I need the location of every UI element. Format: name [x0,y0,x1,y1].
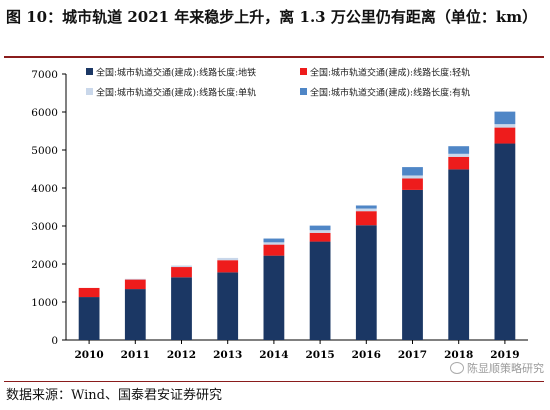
bar-segment-2014-s4 [263,238,285,243]
bar-segment-2017-s3 [402,175,423,179]
x-tick-label: 2014 [259,349,288,361]
y-tick-label: 1000 [31,297,58,309]
bar-segment-2019-s3 [494,124,516,128]
legend-swatch [86,68,93,75]
watermark: 陈显顺策略研究 [450,360,544,376]
bar-segment-2016-s3 [355,208,377,212]
x-tick-label: 2019 [490,349,519,361]
bar-segment-2017-s2 [402,178,423,190]
bar-segment-2015-s1 [309,241,331,340]
x-tick-label: 2016 [352,349,381,361]
x-tick-label: 2017 [398,349,427,361]
legend-label: 全国:城市轨道交通(建成):线路长度:有轨 [310,87,470,99]
bar-segment-2016-s1 [355,225,377,340]
bar-segment-2014-s2 [263,244,285,256]
legend-swatch [86,88,93,95]
y-tick-label: 2000 [31,259,58,271]
legend-label: 全国:城市轨道交通(建成):线路长度:轻轨 [310,67,470,79]
y-tick-label: 0 [51,335,58,347]
bar-segment-2013-s2 [217,260,239,273]
figure-title: 图 10：城市轨道 2021 年来稳步上升，离 1.3 万公里仍有距离（单位：k… [6,8,538,26]
chart-legend: 全国:城市轨道交通(建成):线路长度:地铁 全国:城市轨道交通(建成):线路长度:… [86,67,470,99]
y-tick-label: 5000 [31,145,58,157]
bar-segment-2014-s3 [263,242,285,245]
bar-segment-2011-s3 [124,278,146,280]
bar-segment-2018-s2 [448,156,470,170]
bar-segment-2015-s2 [309,232,331,242]
bar-segment-2013-s1 [217,272,239,340]
legend-swatch [300,68,307,75]
bar-segment-2010-s2 [78,287,100,298]
bar-segment-2015-s3 [309,230,331,233]
x-tick-label: 2012 [167,349,196,361]
x-tick-label: 2010 [74,349,103,361]
legend-label: 全国:城市轨道交通(建成):线路长度:单轨 [96,87,256,99]
x-tick-label: 2018 [444,349,473,361]
x-tick-label: 2013 [213,349,242,361]
bar-segment-2019-s1 [494,143,516,340]
y-tick-label: 6000 [31,107,58,119]
bar-segment-2011-s1 [124,289,146,340]
bar-segment-2019-s2 [494,127,516,144]
y-tick-label: 3000 [31,221,58,233]
bar-segment-2012-s1 [171,277,192,340]
bar-segment-2015-s4 [309,225,331,231]
bar-segment-2018-s3 [448,153,470,157]
bar-segment-2018-s4 [448,146,470,154]
y-tick-label: 7000 [31,69,58,81]
wechat-icon [450,362,464,374]
bar-segment-2014-s1 [263,255,285,340]
bar-segment-2016-s4 [355,205,377,209]
watermark-text: 陈显顺策略研究 [467,362,544,375]
bar-segment-2010-s1 [78,297,100,340]
bar-segment-2016-s2 [355,211,377,226]
source-note: 数据来源：Wind、国泰君安证券研究 [6,388,222,403]
bar-segment-2012-s2 [171,267,192,278]
y-tick-label: 4000 [31,183,58,195]
stacked-bar-chart: 全国:城市轨道交通(建成):线路长度:地铁 全国:城市轨道交通(建成):线路长度:… [31,67,528,361]
chart-axes: 0 1000 2000 3000 4000 5000 6000 7000 2010 2011 201… [31,69,528,361]
bar-segment-2017-s1 [402,189,423,340]
bar-segment-2017-s4 [402,167,423,176]
bar-segment-2019-s4 [494,111,516,125]
bar-segment-2018-s1 [448,169,470,340]
source-rule [4,381,544,382]
bar-segment-2013-s3 [217,257,239,261]
chart-bars [78,111,516,340]
x-tick-label: 2015 [305,349,334,361]
legend-label: 全国:城市轨道交通(建成):线路长度:地铁 [96,67,256,79]
x-tick-label: 2011 [121,349,150,361]
title-rule [4,56,544,58]
bar-segment-2011-s2 [124,279,146,290]
legend-swatch [300,88,307,95]
bar-segment-2012-s3 [171,265,192,268]
